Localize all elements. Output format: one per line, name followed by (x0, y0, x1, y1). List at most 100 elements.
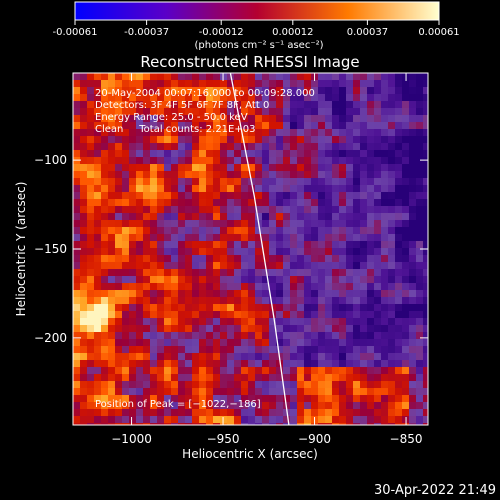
heatmap-cell (108, 164, 116, 172)
heatmap-cell (255, 241, 263, 249)
heatmap-cell (164, 423, 172, 425)
heatmap-cell (416, 157, 424, 165)
heatmap-cell (360, 122, 368, 130)
heatmap-cell (297, 150, 305, 158)
heatmap-cell (206, 388, 214, 396)
heatmap-cell (269, 290, 277, 298)
colorbar-tick-label: 0.00012 (272, 27, 313, 38)
heatmap-cell (199, 318, 207, 326)
heatmap-cell (276, 395, 284, 403)
heatmap-cell (339, 360, 347, 368)
heatmap-cell (332, 367, 340, 375)
heatmap-cell (346, 297, 354, 305)
heatmap-cell (213, 164, 221, 172)
heatmap-cell (255, 227, 263, 235)
heatmap-cell (255, 122, 263, 130)
heatmap-cell (87, 171, 95, 179)
heatmap-cell (171, 94, 179, 102)
heatmap-cell (94, 192, 102, 200)
heatmap-cell (157, 346, 165, 354)
heatmap-cell (395, 213, 403, 221)
heatmap-cell (262, 332, 270, 340)
heatmap-cell (150, 332, 158, 340)
heatmap-cell (101, 360, 109, 368)
heatmap-cell (136, 185, 144, 193)
heatmap-cell (185, 87, 193, 95)
heatmap-cell (402, 115, 410, 123)
heatmap-cell (269, 108, 277, 116)
heatmap-cell (304, 423, 312, 425)
heatmap-cell (178, 346, 186, 354)
heatmap-cell (171, 213, 179, 221)
heatmap-cell (325, 374, 333, 382)
heatmap-cell (346, 346, 354, 354)
heatmap-cell (332, 143, 340, 151)
heatmap-cell (248, 367, 256, 375)
heatmap-cell (290, 185, 298, 193)
heatmap-cell (108, 360, 116, 368)
heatmap-cell (360, 374, 368, 382)
heatmap-cell (136, 234, 144, 242)
heatmap-cell (241, 115, 249, 123)
heatmap-cell (325, 297, 333, 305)
heatmap-cell (255, 409, 263, 417)
heatmap-cell (297, 129, 305, 137)
heatmap-cell (409, 241, 417, 249)
heatmap-cell (115, 381, 123, 389)
heatmap-cell (164, 115, 172, 123)
heatmap-cell (192, 220, 200, 228)
heatmap-cell (115, 304, 123, 312)
heatmap-cell (402, 129, 410, 137)
heatmap-cell (311, 192, 319, 200)
heatmap-cell (220, 115, 228, 123)
heatmap-cell (136, 262, 144, 270)
heatmap-cell (262, 122, 270, 130)
heatmap-cell (318, 171, 326, 179)
heatmap-cell (80, 332, 88, 340)
heatmap-cell (423, 332, 428, 340)
heatmap-cell (290, 283, 298, 291)
heatmap-cell (283, 304, 291, 312)
heatmap-cell (395, 178, 403, 186)
heatmap-cell (346, 283, 354, 291)
heatmap-cell (199, 178, 207, 186)
heatmap-cell (108, 185, 116, 193)
heatmap-cell (360, 213, 368, 221)
heatmap-cell (409, 94, 417, 102)
heatmap-cell (94, 353, 102, 361)
heatmap-cell (220, 332, 228, 340)
heatmap-cell (241, 164, 249, 172)
heatmap-cell (297, 374, 305, 382)
heatmap-cell (150, 115, 158, 123)
heatmap-cell (339, 395, 347, 403)
heatmap-cell (122, 318, 130, 326)
heatmap-cell (150, 227, 158, 235)
heatmap-cell (423, 318, 428, 326)
heatmap-cell (255, 311, 263, 319)
heatmap-cell (185, 374, 193, 382)
heatmap-cell (297, 199, 305, 207)
heatmap-cell (80, 80, 88, 88)
heatmap-cell (213, 143, 221, 151)
heatmap-cell (290, 192, 298, 200)
heatmap-cell (129, 409, 137, 417)
heatmap-cell (339, 220, 347, 228)
heatmap-cell (143, 304, 151, 312)
heatmap-cell (213, 115, 221, 123)
heatmap-cell (360, 255, 368, 263)
heatmap-cell (360, 87, 368, 95)
heatmap-cell (332, 353, 340, 361)
heatmap-cell (332, 108, 340, 116)
heatmap-cell (227, 402, 235, 410)
heatmap-cell (290, 234, 298, 242)
heatmap-cell (276, 192, 284, 200)
heatmap-cell (283, 143, 291, 151)
heatmap-cell (283, 150, 291, 158)
heatmap-cell (290, 101, 298, 109)
heatmap-cell (108, 367, 116, 375)
heatmap-cell (164, 283, 172, 291)
heatmap-cell (255, 374, 263, 382)
heatmap-cell (248, 143, 256, 151)
heatmap-cell (164, 276, 172, 284)
heatmap-cell (416, 297, 424, 305)
